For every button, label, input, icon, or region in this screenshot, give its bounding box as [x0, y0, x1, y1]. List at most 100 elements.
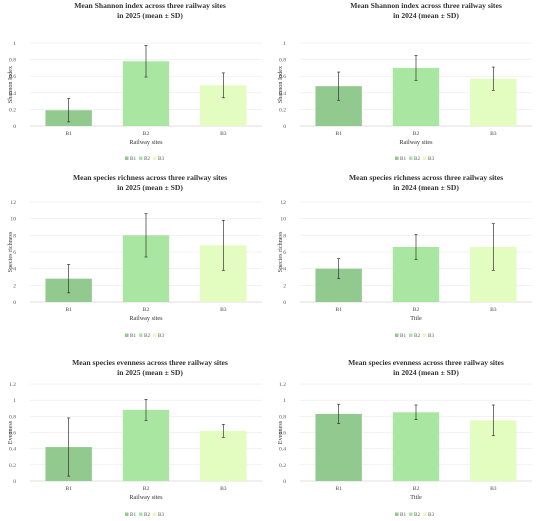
x-axis-title: Title [410, 494, 422, 501]
legend-label: B2 [144, 512, 150, 518]
legend-swatch-b2 [409, 512, 413, 516]
x-axis-title: Railway sites [129, 139, 163, 146]
x-tick-label: B1 [65, 307, 72, 313]
y-tick-label: 8 [13, 233, 16, 239]
bar-b1 [315, 413, 362, 481]
legend-swatch-b2 [139, 512, 143, 516]
x-tick-label: B2 [413, 307, 420, 313]
y-tick-label: 1 [13, 41, 16, 47]
legend-swatch-b1 [395, 333, 399, 337]
y-tick-label: 2 [283, 283, 286, 289]
legend-swatch-b1 [125, 333, 129, 337]
x-tick-label: B3 [490, 486, 497, 492]
y-tick-label: 0.4 [279, 447, 286, 453]
chart-panel-5: Mean species evenness across three railw… [7, 358, 262, 518]
legend-swatch-b2 [139, 156, 143, 160]
legend-label: B3 [428, 512, 434, 518]
legend-swatch-b1 [125, 512, 129, 516]
chart-panel-6: Mean species evenness across three railw… [277, 358, 532, 518]
legend-swatch-b3 [153, 512, 157, 516]
y-tick-label: 0.8 [279, 58, 286, 64]
y-tick-label: 0.6 [279, 74, 286, 80]
x-tick-label: B2 [143, 486, 150, 492]
y-axis-title: Shannon Index [277, 65, 284, 103]
legend-label: B1 [130, 333, 136, 339]
legend-label: B3 [158, 156, 164, 162]
y-tick-label: 0 [13, 300, 16, 306]
x-tick-label: B1 [335, 486, 342, 492]
y-tick-label: 1 [13, 398, 16, 404]
chart-title-line: Mean species richness across three railw… [349, 173, 503, 182]
y-tick-label: 12 [10, 200, 16, 206]
legend-swatch-b3 [423, 333, 427, 337]
y-tick-label: 0.2 [279, 463, 286, 469]
x-tick-label: B3 [220, 131, 227, 137]
legend-swatch-b2 [139, 333, 143, 337]
y-axis-title: Evenness [7, 420, 14, 444]
y-tick-label: 0.8 [279, 414, 286, 420]
chart-title-line: in 2025 (mean ± SD) [117, 11, 183, 20]
legend-label: B3 [428, 156, 434, 162]
y-tick-label: 0 [13, 124, 16, 130]
y-axis-title: Species richness [277, 231, 284, 272]
x-tick-label: B1 [335, 307, 342, 313]
y-tick-label: 0.2 [9, 107, 16, 113]
legend-label: B1 [130, 512, 136, 518]
y-tick-label: 4 [13, 267, 16, 273]
bar-b2 [122, 409, 170, 481]
x-tick-label: B3 [490, 131, 497, 137]
y-tick-label: 1.2 [9, 382, 16, 388]
legend-swatch-b1 [395, 156, 399, 160]
chart-title-line: Mean Shannon index across three railway … [74, 1, 226, 10]
chart-title-line: Mean species richness across three railw… [73, 173, 227, 182]
bar-b2 [392, 412, 440, 481]
y-axis-title: Evenness [277, 420, 284, 444]
y-tick-label: 6 [13, 250, 16, 256]
y-tick-label: 6 [283, 250, 286, 256]
y-tick-label: 0.2 [9, 463, 16, 469]
y-tick-label: 0.6 [9, 74, 16, 80]
legend-swatch-b3 [153, 156, 157, 160]
y-tick-label: 0.4 [279, 91, 286, 97]
y-tick-label: 8 [283, 233, 286, 239]
legend-label: B2 [414, 512, 420, 518]
x-tick-label: B1 [65, 131, 72, 137]
chart-title-line: in 2024 (mean ± SD) [393, 368, 459, 377]
legend-label: B1 [130, 156, 136, 162]
y-tick-label: 4 [283, 267, 286, 273]
y-tick-label: 0.4 [9, 91, 16, 97]
y-tick-label: 0.6 [279, 431, 286, 437]
chart-title-line: Mean Shannon index across three railway … [350, 1, 502, 10]
y-tick-label: 0.8 [9, 58, 16, 64]
x-axis-title: Railway sites [399, 139, 433, 146]
x-tick-label: B2 [413, 131, 420, 137]
legend-label: B3 [428, 333, 434, 339]
y-axis-title: Species richness [7, 231, 14, 272]
legend-label: B1 [400, 156, 406, 162]
legend-swatch-b1 [395, 512, 399, 516]
x-tick-label: B3 [220, 486, 227, 492]
y-tick-label: 1.2 [279, 382, 286, 388]
y-tick-label: 1 [283, 398, 286, 404]
y-tick-label: 0.2 [279, 107, 286, 113]
bar-b3 [200, 430, 247, 481]
legend-swatch-b3 [423, 156, 427, 160]
y-tick-label: 12 [280, 200, 286, 206]
x-tick-label: B2 [413, 486, 420, 492]
legend-label: B1 [400, 512, 406, 518]
legend-swatch-b3 [153, 333, 157, 337]
y-tick-label: 0 [283, 479, 286, 485]
chart-title-line: Mean species evenness across three railw… [348, 358, 504, 367]
legend-swatch-b2 [409, 156, 413, 160]
chart-panel-3: Mean species richness across three railw… [7, 173, 262, 339]
y-axis-title: Shannon Index [7, 65, 14, 103]
chart-panel-4: Mean species richness across three railw… [277, 173, 532, 339]
x-axis-title: Title [410, 315, 422, 322]
legend-label: B1 [400, 333, 406, 339]
y-tick-label: 1 [283, 41, 286, 47]
x-tick-label: B3 [490, 307, 497, 313]
chart-panel-1: Mean Shannon index across three railway … [7, 1, 262, 162]
x-tick-label: B1 [65, 486, 72, 492]
x-tick-label: B3 [220, 307, 227, 313]
